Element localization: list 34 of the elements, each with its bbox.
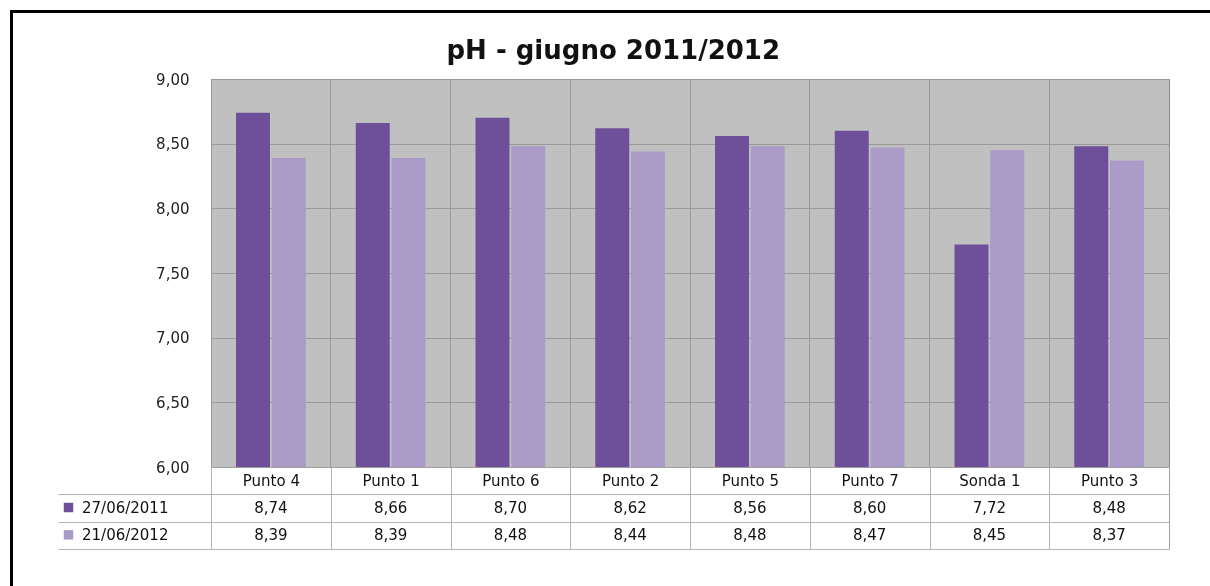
data-label: 8,48 bbox=[1092, 499, 1126, 517]
data-label: 8,70 bbox=[493, 499, 528, 517]
y-tick-label: 6,00 bbox=[156, 458, 190, 477]
x-tick-label: Sonda 1 bbox=[959, 472, 1021, 491]
data-label: 8,45 bbox=[972, 526, 1007, 545]
x-tick-label: Punto 2 bbox=[602, 472, 660, 491]
data-label: 8,37 bbox=[1092, 526, 1126, 545]
x-tick-label: Punto 6 bbox=[482, 472, 540, 491]
chart-title: pH - giugno 2011/2012 bbox=[446, 34, 781, 65]
y-tick-label: 8,50 bbox=[156, 135, 190, 154]
data-label: 8,39 bbox=[254, 526, 288, 545]
y-tick-label: 7,00 bbox=[156, 329, 190, 348]
data-label: 8,56 bbox=[733, 499, 767, 517]
y-tick-label: 8,00 bbox=[156, 199, 190, 218]
data-label: 8,62 bbox=[613, 499, 647, 517]
x-tick-label: Punto 3 bbox=[1081, 472, 1139, 491]
data-label: 8,44 bbox=[613, 526, 647, 545]
data-label: 7,72 bbox=[972, 499, 1007, 517]
x-tick-label: Punto 7 bbox=[841, 472, 899, 491]
data-label: 8,48 bbox=[493, 526, 528, 545]
data-label: 8,39 bbox=[373, 526, 408, 545]
x-tick-label: Punto 5 bbox=[721, 472, 779, 491]
y-tick-label: 7,50 bbox=[156, 264, 190, 283]
y-tick-label: 9,00 bbox=[156, 70, 190, 89]
x-tick-label: Punto 4 bbox=[242, 472, 300, 491]
y-tick-label: 6,50 bbox=[156, 393, 190, 412]
legend-label: 27/06/2011 bbox=[82, 498, 169, 517]
data-label: 8,66 bbox=[373, 499, 408, 517]
data-label: 8,74 bbox=[254, 499, 288, 517]
x-tick-label: Punto 1 bbox=[362, 472, 420, 491]
legend-label: 21/06/2012 bbox=[82, 525, 169, 544]
data-label: 8,60 bbox=[852, 499, 887, 517]
data-label: 8,47 bbox=[852, 526, 887, 545]
data-label: 8,48 bbox=[733, 526, 767, 545]
